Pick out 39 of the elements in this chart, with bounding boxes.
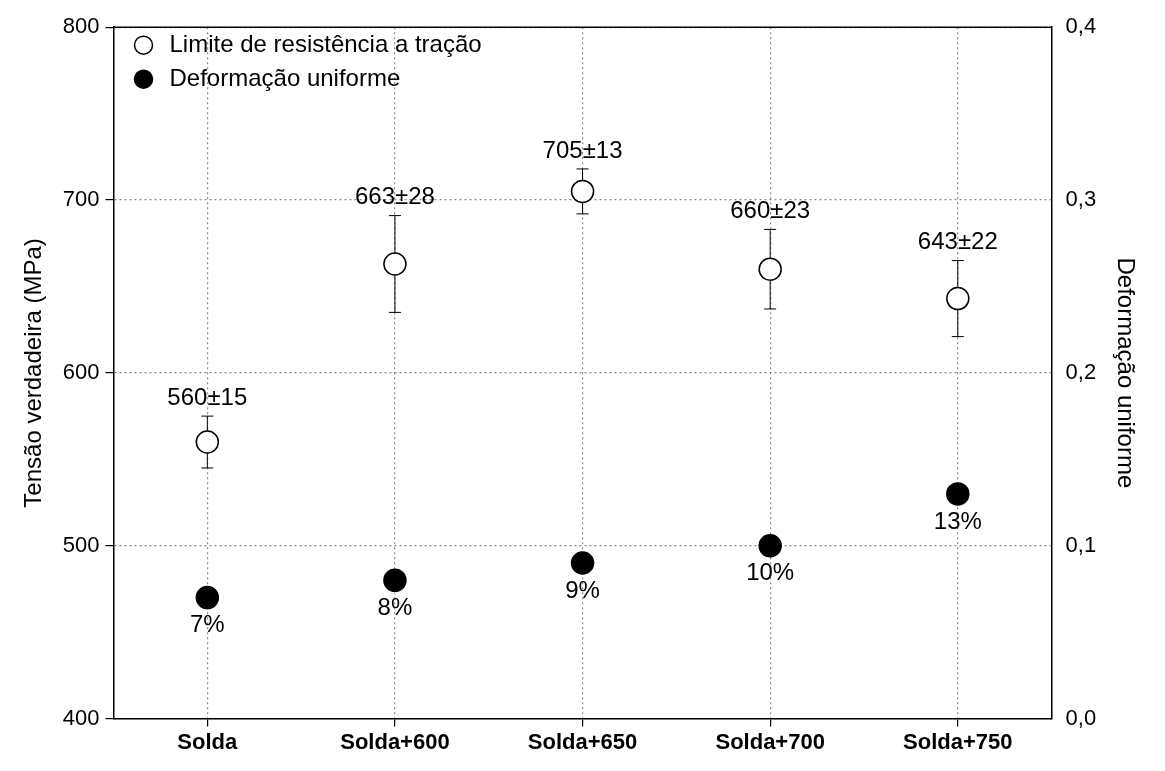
y2-axis-title: Deformação uniforme bbox=[1112, 257, 1140, 489]
data-label: 660±23 bbox=[730, 196, 811, 224]
data-label: 705±13 bbox=[542, 135, 623, 163]
y2-tick-label: 0,4 bbox=[1065, 13, 1097, 39]
y-axis-title: Tensão verdadeira (MPa) bbox=[19, 238, 47, 508]
y-tick-label: 700 bbox=[62, 186, 100, 212]
data-label: 7% bbox=[189, 610, 225, 638]
x-tick-label: Solda+700 bbox=[715, 728, 825, 754]
legend-label: Limite de resistência a tração bbox=[169, 29, 482, 57]
data-label: 663±28 bbox=[354, 182, 435, 210]
y2-tick-label: 0,3 bbox=[1065, 186, 1097, 212]
x-tick-label: Solda+650 bbox=[527, 728, 638, 754]
y2-tick-label: 0,2 bbox=[1065, 358, 1097, 384]
data-label: 9% bbox=[565, 575, 600, 603]
y-tick-label: 800 bbox=[62, 13, 100, 39]
point bbox=[570, 179, 595, 204]
data-label: 10% bbox=[746, 558, 795, 586]
point bbox=[383, 568, 407, 593]
data-label: 13% bbox=[933, 506, 982, 534]
point bbox=[946, 482, 970, 506]
legend-label: Deformação uniforme bbox=[169, 63, 401, 91]
point bbox=[195, 585, 220, 610]
point bbox=[758, 534, 782, 558]
data-label: 643±22 bbox=[917, 227, 998, 255]
y2-tick-label: 0,1 bbox=[1065, 531, 1097, 557]
point bbox=[946, 286, 970, 311]
x-tick-label: Solda+600 bbox=[340, 728, 450, 754]
data-label: 560±15 bbox=[167, 382, 248, 410]
point bbox=[383, 252, 407, 276]
point bbox=[570, 551, 595, 575]
x-tick-label: Solda bbox=[177, 728, 239, 754]
y-tick-label: 600 bbox=[62, 358, 100, 384]
point bbox=[758, 257, 782, 281]
y-tick-label: 400 bbox=[62, 704, 100, 730]
x-tick-label: Solda+750 bbox=[903, 728, 1013, 754]
y2-tick-label: 0,0 bbox=[1065, 704, 1097, 730]
y-tick-label: 500 bbox=[62, 531, 100, 557]
point bbox=[195, 430, 220, 454]
data-label: 8% bbox=[377, 592, 413, 620]
